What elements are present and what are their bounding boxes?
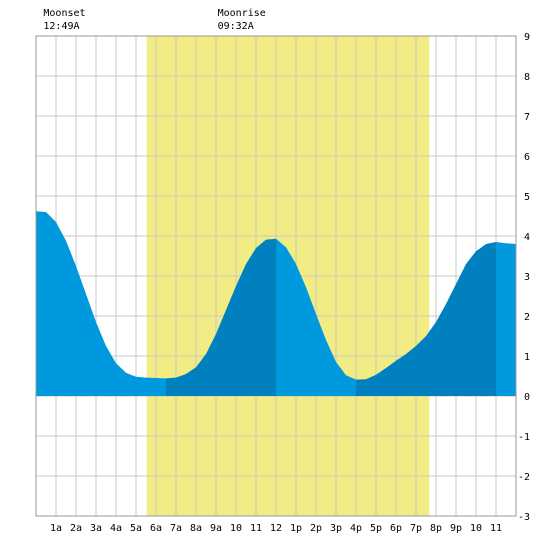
y-tick-label: 9: [524, 32, 530, 43]
tide-segment-rising: [356, 242, 496, 396]
moon-event-label: Moonset: [43, 8, 85, 19]
x-tick-label: 7a: [170, 523, 182, 534]
x-tick-label: 3a: [90, 523, 102, 534]
y-tick-label: 0: [524, 392, 530, 403]
x-tick-label: 6a: [150, 523, 162, 534]
y-tick-label: -3: [518, 512, 530, 523]
plot-frame: [35, 35, 517, 517]
y-tick-label: -2: [518, 472, 530, 483]
y-tick-label: 7: [524, 112, 530, 123]
frame-rect: [35, 35, 517, 517]
y-tick-labels: -3 -2 -1 0 1 2 3 4 5 6 7 8 9: [518, 32, 530, 523]
moon-labels: Moonset 12:49A Moonrise 09:32A: [43, 8, 265, 32]
x-tick-label: 10: [230, 523, 242, 534]
x-tick-label: 6p: [390, 523, 402, 534]
x-tick-label: 1p: [290, 523, 302, 534]
x-tick-label: 11: [250, 523, 262, 534]
y-tick-label: 6: [524, 152, 530, 163]
x-tick-labels: 1a 2a 3a 4a 5a 6a 7a 8a 9a 10 11 12 1p 2p 3p 4p 5p 6p 7p 8p…: [50, 523, 502, 534]
y-tick-label: 2: [524, 312, 530, 323]
x-tick-label: 7p: [410, 523, 422, 534]
x-tick-label: 1a: [50, 523, 62, 534]
x-tick-label: 5a: [130, 523, 142, 534]
x-tick-label: 4p: [350, 523, 362, 534]
x-tick-label: 9p: [450, 523, 462, 534]
tide-segment-falling: [496, 242, 516, 396]
tide-area: [36, 211, 516, 396]
x-tick-label: 8a: [190, 523, 202, 534]
y-tick-label: 5: [524, 192, 530, 203]
y-tick-label: 3: [524, 272, 530, 283]
y-tick-label: -1: [518, 432, 530, 443]
x-tick-label: 3p: [330, 523, 342, 534]
y-tick-label: 1: [524, 352, 530, 363]
moon-event-label: Moonrise: [218, 8, 266, 19]
x-tick-label: 11: [490, 523, 502, 534]
x-tick-label: 9a: [210, 523, 222, 534]
tide-segment-falling: [276, 238, 356, 396]
moon-event-time: 09:32A: [218, 21, 254, 32]
x-tick-label: 2p: [310, 523, 322, 534]
y-tick-label: 8: [524, 72, 530, 83]
tide-segment-rising: [166, 238, 276, 396]
x-tick-label: 10: [470, 523, 482, 534]
x-tick-label: 4a: [110, 523, 122, 534]
moon-event-time: 12:49A: [43, 21, 79, 32]
tide-segment-falling: [36, 211, 166, 396]
x-tick-label: 12: [270, 523, 282, 534]
x-tick-label: 2a: [70, 523, 82, 534]
x-tick-label: 8p: [430, 523, 442, 534]
y-tick-label: 4: [524, 232, 530, 243]
x-tick-label: 5p: [370, 523, 382, 534]
